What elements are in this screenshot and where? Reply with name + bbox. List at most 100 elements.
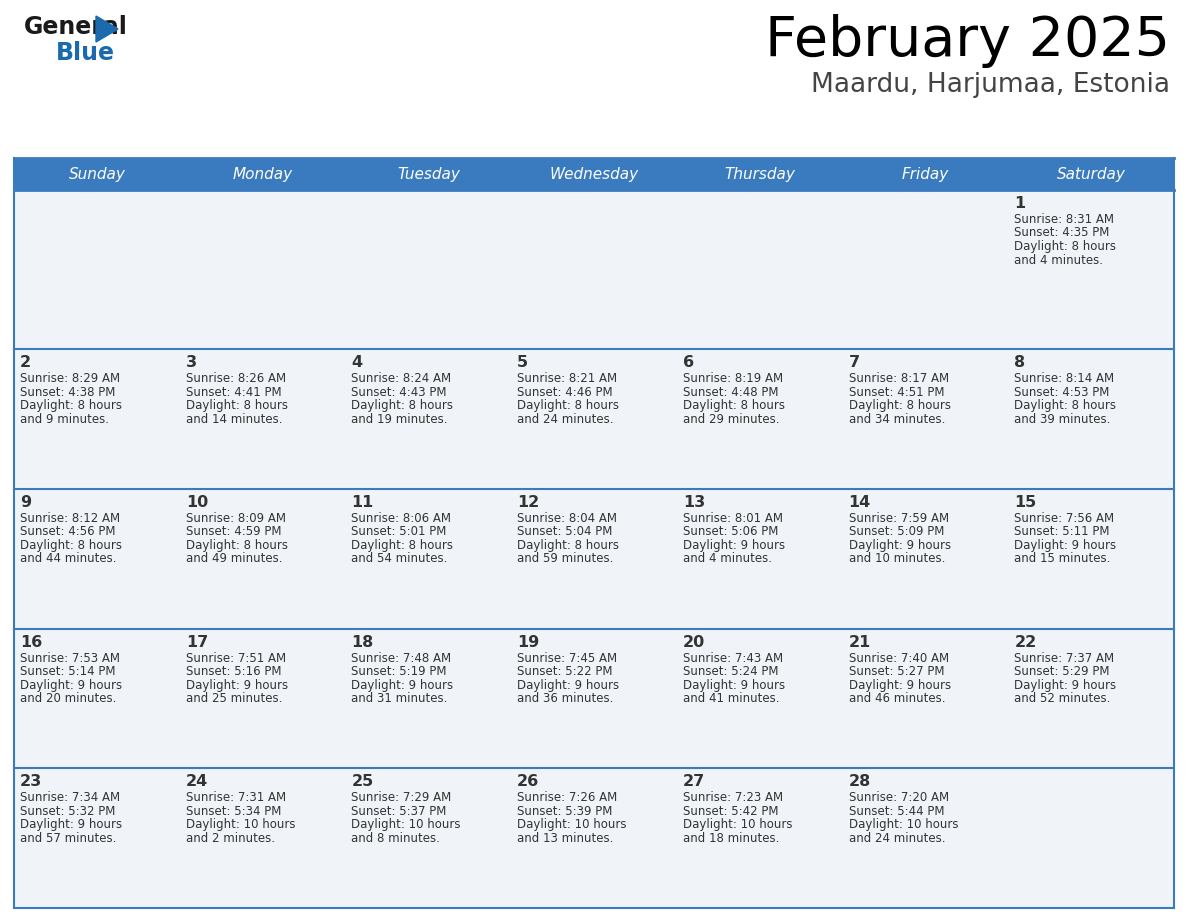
Text: and 41 minutes.: and 41 minutes. xyxy=(683,692,779,705)
Bar xyxy=(179,629,346,768)
Text: Sunrise: 8:29 AM: Sunrise: 8:29 AM xyxy=(20,372,120,385)
Bar xyxy=(842,768,1009,908)
Bar xyxy=(677,158,842,190)
Text: 1: 1 xyxy=(1015,196,1025,211)
Text: Daylight: 8 hours: Daylight: 8 hours xyxy=(20,539,122,552)
Text: Sunrise: 7:53 AM: Sunrise: 7:53 AM xyxy=(20,652,120,665)
Text: Daylight: 10 hours: Daylight: 10 hours xyxy=(848,818,958,832)
Text: Sunset: 5:29 PM: Sunset: 5:29 PM xyxy=(1015,665,1110,678)
Text: Daylight: 9 hours: Daylight: 9 hours xyxy=(848,539,950,552)
Bar xyxy=(346,768,511,908)
Bar xyxy=(842,158,1009,190)
Bar xyxy=(677,629,842,768)
Text: Sunset: 4:59 PM: Sunset: 4:59 PM xyxy=(185,525,282,538)
Text: and 2 minutes.: and 2 minutes. xyxy=(185,832,274,845)
Text: 23: 23 xyxy=(20,774,43,789)
Text: 18: 18 xyxy=(352,634,374,650)
Text: Daylight: 9 hours: Daylight: 9 hours xyxy=(1015,539,1117,552)
Text: Sunrise: 7:51 AM: Sunrise: 7:51 AM xyxy=(185,652,286,665)
Text: Sunset: 5:01 PM: Sunset: 5:01 PM xyxy=(352,525,447,538)
Text: Wednesday: Wednesday xyxy=(549,166,639,182)
Text: Daylight: 10 hours: Daylight: 10 hours xyxy=(352,818,461,832)
Text: 3: 3 xyxy=(185,355,197,370)
Text: 12: 12 xyxy=(517,495,539,509)
Bar xyxy=(179,190,346,349)
Text: Sunrise: 8:09 AM: Sunrise: 8:09 AM xyxy=(185,512,286,525)
Bar xyxy=(179,488,346,629)
Text: Sunday: Sunday xyxy=(69,166,125,182)
Text: Sunset: 4:56 PM: Sunset: 4:56 PM xyxy=(20,525,115,538)
Text: and 39 minutes.: and 39 minutes. xyxy=(1015,412,1111,426)
Text: Sunset: 4:51 PM: Sunset: 4:51 PM xyxy=(848,386,944,398)
Text: 9: 9 xyxy=(20,495,31,509)
Text: 22: 22 xyxy=(1015,634,1037,650)
Text: Sunset: 5:11 PM: Sunset: 5:11 PM xyxy=(1015,525,1110,538)
Text: and 34 minutes.: and 34 minutes. xyxy=(848,412,944,426)
Text: Sunset: 5:42 PM: Sunset: 5:42 PM xyxy=(683,805,778,818)
Text: Sunset: 5:14 PM: Sunset: 5:14 PM xyxy=(20,665,115,678)
Text: and 13 minutes.: and 13 minutes. xyxy=(517,832,613,845)
Text: Daylight: 10 hours: Daylight: 10 hours xyxy=(517,818,626,832)
Text: Sunset: 5:24 PM: Sunset: 5:24 PM xyxy=(683,665,778,678)
Text: 6: 6 xyxy=(683,355,694,370)
Text: 4: 4 xyxy=(352,355,362,370)
Text: Sunset: 5:32 PM: Sunset: 5:32 PM xyxy=(20,805,115,818)
Bar xyxy=(14,768,179,908)
Text: Sunrise: 7:48 AM: Sunrise: 7:48 AM xyxy=(352,652,451,665)
Text: Sunrise: 7:37 AM: Sunrise: 7:37 AM xyxy=(1015,652,1114,665)
Bar xyxy=(842,488,1009,629)
Text: 28: 28 xyxy=(848,774,871,789)
Text: 10: 10 xyxy=(185,495,208,509)
Bar xyxy=(511,488,677,629)
Text: 11: 11 xyxy=(352,495,374,509)
Text: Sunrise: 8:12 AM: Sunrise: 8:12 AM xyxy=(20,512,120,525)
Text: Sunset: 5:39 PM: Sunset: 5:39 PM xyxy=(517,805,613,818)
Text: 24: 24 xyxy=(185,774,208,789)
Text: and 19 minutes.: and 19 minutes. xyxy=(352,412,448,426)
Text: and 46 minutes.: and 46 minutes. xyxy=(848,692,946,705)
Text: and 24 minutes.: and 24 minutes. xyxy=(848,832,946,845)
Text: Friday: Friday xyxy=(902,166,949,182)
Bar xyxy=(14,349,179,488)
Text: 15: 15 xyxy=(1015,495,1037,509)
Text: February 2025: February 2025 xyxy=(765,14,1170,68)
Text: Sunset: 4:35 PM: Sunset: 4:35 PM xyxy=(1015,227,1110,240)
Text: Daylight: 9 hours: Daylight: 9 hours xyxy=(352,678,454,691)
Text: 25: 25 xyxy=(352,774,374,789)
Text: Thursday: Thursday xyxy=(725,166,795,182)
Text: Sunset: 4:48 PM: Sunset: 4:48 PM xyxy=(683,386,778,398)
Text: 20: 20 xyxy=(683,634,706,650)
Text: 19: 19 xyxy=(517,634,539,650)
Text: and 18 minutes.: and 18 minutes. xyxy=(683,832,779,845)
Bar xyxy=(1009,190,1174,349)
Text: Sunset: 5:37 PM: Sunset: 5:37 PM xyxy=(352,805,447,818)
Text: Sunset: 5:34 PM: Sunset: 5:34 PM xyxy=(185,805,282,818)
Text: and 25 minutes.: and 25 minutes. xyxy=(185,692,282,705)
Text: Sunrise: 7:29 AM: Sunrise: 7:29 AM xyxy=(352,791,451,804)
Text: and 31 minutes.: and 31 minutes. xyxy=(352,692,448,705)
Text: Sunset: 5:04 PM: Sunset: 5:04 PM xyxy=(517,525,613,538)
Text: Sunrise: 8:19 AM: Sunrise: 8:19 AM xyxy=(683,372,783,385)
Bar xyxy=(14,488,179,629)
Text: 21: 21 xyxy=(848,634,871,650)
Text: Daylight: 10 hours: Daylight: 10 hours xyxy=(683,818,792,832)
Text: Sunrise: 8:26 AM: Sunrise: 8:26 AM xyxy=(185,372,286,385)
Text: Daylight: 8 hours: Daylight: 8 hours xyxy=(185,399,287,412)
Text: Sunrise: 7:59 AM: Sunrise: 7:59 AM xyxy=(848,512,949,525)
Text: and 59 minutes.: and 59 minutes. xyxy=(517,553,613,565)
Text: Sunset: 5:19 PM: Sunset: 5:19 PM xyxy=(352,665,447,678)
Text: Sunset: 5:27 PM: Sunset: 5:27 PM xyxy=(848,665,944,678)
Bar xyxy=(346,190,511,349)
Bar xyxy=(842,629,1009,768)
Bar xyxy=(14,190,179,349)
Bar xyxy=(511,158,677,190)
Text: Sunset: 4:41 PM: Sunset: 4:41 PM xyxy=(185,386,282,398)
Text: 27: 27 xyxy=(683,774,706,789)
Text: Sunrise: 7:43 AM: Sunrise: 7:43 AM xyxy=(683,652,783,665)
Bar xyxy=(1009,768,1174,908)
Text: and 24 minutes.: and 24 minutes. xyxy=(517,412,614,426)
Text: and 8 minutes.: and 8 minutes. xyxy=(352,832,441,845)
Text: Sunset: 5:22 PM: Sunset: 5:22 PM xyxy=(517,665,613,678)
Text: and 54 minutes.: and 54 minutes. xyxy=(352,553,448,565)
Text: Daylight: 8 hours: Daylight: 8 hours xyxy=(848,399,950,412)
